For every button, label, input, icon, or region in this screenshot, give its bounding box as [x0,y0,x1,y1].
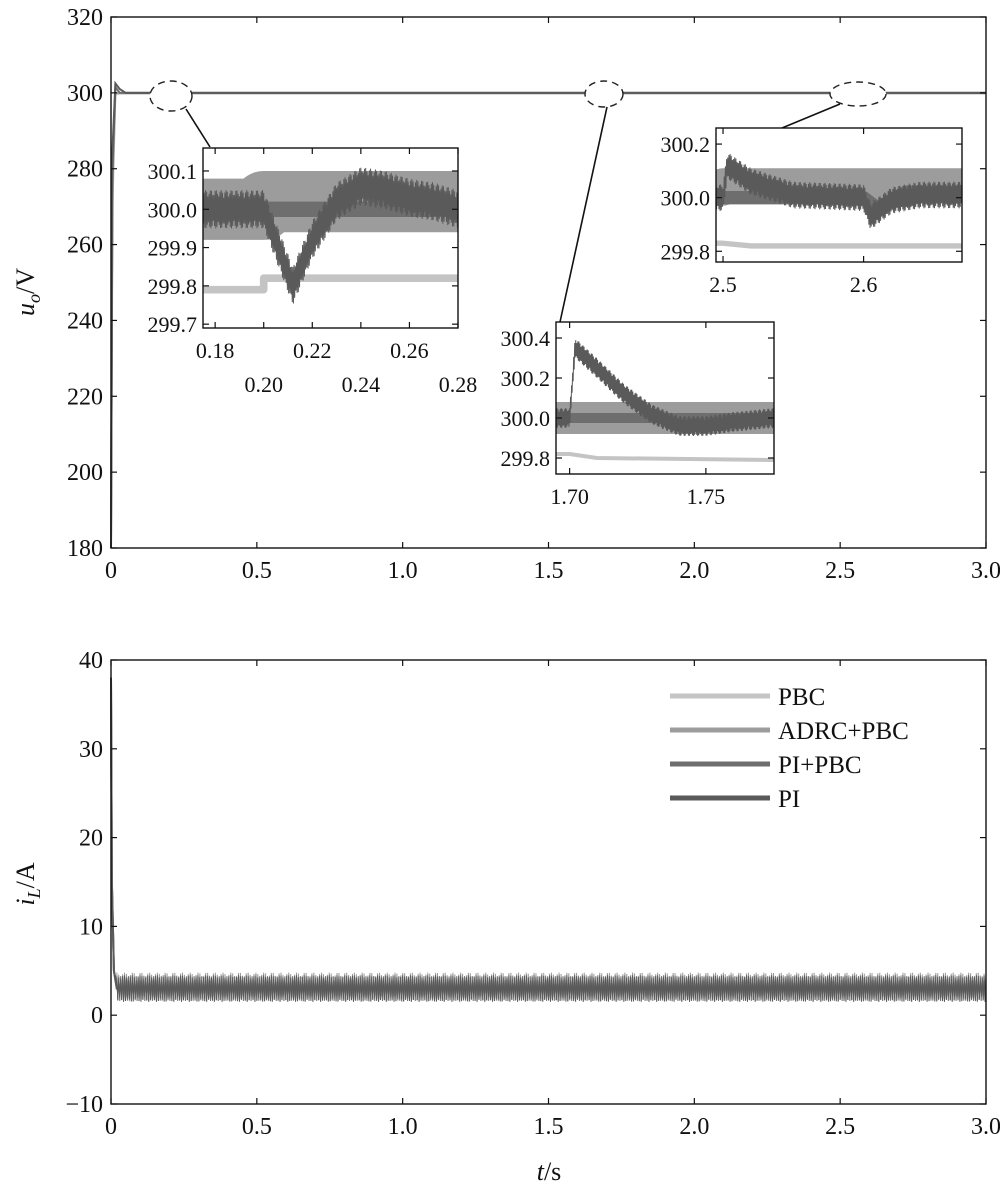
bottom-x-label-unit: /s [544,1157,561,1186]
inset-frame [715,127,963,263]
top-y-tick-label: 200 [67,460,103,486]
inset-x-tick-label: 0.28 [439,372,478,397]
bottom-x-tick-label: 3.0 [971,1114,1000,1140]
top-y-tick-label: 320 [67,5,103,31]
bottom-x-tick-label: 0 [105,1114,117,1140]
bottom-y-axis-label: iL/A [11,862,44,905]
inset-series-pbc [716,240,962,249]
inset-2: 300.4 300.2 300.0 299.8 1.70 1.75 [501,321,775,509]
zoom-ellipse-1 [149,80,193,112]
inset-series-pi [716,154,962,228]
inset-y-tick-label: 299.7 [148,312,198,337]
inset-1: 300.1 300.0 299.9 299.8 299.70.18 0.22 0.26 0.2… [148,147,478,397]
inset-y-tick-label: 299.8 [148,274,198,299]
bottom-x-tick-label: 0.5 [242,1114,272,1140]
inset-y-tick-label: 300.1 [148,159,198,184]
inset-background [556,322,774,474]
inset-frame [202,147,459,329]
inset-x-upper-tick-label: 0.18 [196,338,235,363]
top-chart-voltage: 0 0.5 1.0 1.5 2.0 2.5 3.0 180 200 220 240 260 280 300… [11,5,1000,584]
inset-3: 300.2 300.0 299.8 2.5 2.6 [661,127,963,297]
top-y-axis-label: uo/V [11,268,44,316]
top-x-tick-label: 0.5 [242,558,272,584]
bottom-x-label-var: t [537,1157,545,1186]
inset-y-tick-label: 300.0 [661,186,711,211]
bottom-y-label-var: i [11,898,40,905]
top-x-tick-label: 2.0 [679,558,709,584]
inset-x-tick-label: 1.70 [550,484,589,509]
inset-y-tick-label: 300.0 [501,406,551,431]
bottom-x-axis-label: t/s [537,1157,562,1186]
inset-x-tick-label: 2.6 [850,272,878,297]
legend-label-pi: PI [778,786,800,813]
top-x-tick-label: 1.5 [534,558,564,584]
top-x-tick-label: 0 [105,558,117,584]
inset-x-upper-tick-label: 0.22 [293,338,332,363]
bottom-x-tick-label: 1.0 [388,1114,418,1140]
inset-plot-area [203,167,458,304]
top-y-label-var: u [11,303,40,316]
bottom-y-tick-label: −10 [65,1092,103,1118]
bottom-y-tick-label: 10 [79,914,103,940]
zoom-connector-3 [781,103,841,129]
zoom-ellipse-2 [584,80,624,108]
legend: PBC ADRC+PBC PI+PBC PI [670,684,909,813]
inset-x-tick-label: 0.24 [342,372,381,397]
top-y-tick-label: 260 [67,233,103,259]
top-y-label-sub: o [24,294,44,303]
inset-series-pbc [203,274,458,294]
top-y-tick-label: 180 [67,536,103,562]
inset-y-tick-label: 299.9 [148,236,198,261]
bottom-x-tick-label: 2.5 [825,1114,855,1140]
legend-label-pi-pbc: PI+PBC [778,752,862,779]
bottom-y-tick-label: 30 [79,737,103,763]
zoom-ellipse-3 [829,81,887,107]
zoom-connector-1 [185,108,211,148]
top-y-tick-label: 280 [67,157,103,183]
bottom-y-tick-label: 40 [79,648,103,674]
bottom-y-label-unit: /A [11,862,40,888]
bottom-y-tick-label: 0 [91,1003,103,1029]
inset-x-upper-tick-label: 0.26 [390,338,429,363]
inset-y-tick-label: 300.2 [501,366,551,391]
inset-y-tick-label: 299.8 [501,446,551,471]
inset-x-tick-label: 1.75 [687,484,726,509]
legend-label-adrc-pbc: ADRC+PBC [778,718,909,745]
inset-x-tick-label: 2.5 [709,272,737,297]
legend-label-pbc: PBC [778,684,825,711]
top-y-tick-label: 300 [67,81,103,107]
top-y-tick-label: 220 [67,384,103,410]
inset-y-tick-label: 300.2 [661,132,711,157]
series-line-pi [110,80,986,549]
top-x-tick-label: 2.5 [825,558,855,584]
top-y-label-unit: /V [11,268,40,294]
inset-series-pi [203,167,458,304]
current-series-pi-ripple [116,975,987,1002]
bottom-y-tick-label: 20 [79,826,103,852]
bottom-x-tick-label: 1.5 [534,1114,564,1140]
top-x-tick-label: 1.0 [388,558,418,584]
inset-x-tick-label: 0.20 [244,372,283,397]
bottom-y-label-sub: L [24,888,44,899]
inset-y-tick-label: 299.8 [661,239,711,264]
top-y-tick-label: 240 [67,308,103,334]
inset-y-tick-label: 300.0 [148,197,198,222]
zoom-connector-2 [559,106,608,323]
bottom-chart-current: 0 0.5 1.0 1.5 2.0 2.5 3.0−10010203040iL/At/sPB… [11,648,1000,1186]
inset-series-pbc [556,452,774,462]
current-series-adrc-pbc-ripple [116,972,987,1002]
inset-plot-area [556,340,774,462]
inset-series-pi [556,340,774,436]
bottom-x-tick-label: 2.0 [679,1114,709,1140]
inset-frame [555,321,775,475]
inset-y-tick-label: 300.4 [501,326,551,351]
top-x-tick-label: 3.0 [971,558,1000,584]
